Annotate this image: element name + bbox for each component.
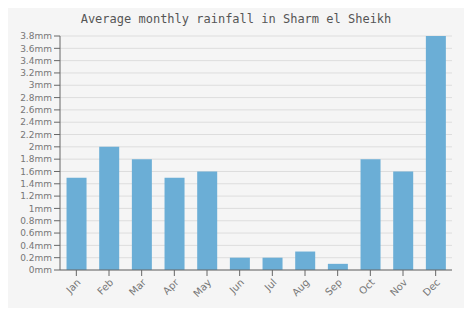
svg-text:Mar: Mar (127, 276, 149, 298)
svg-text:Nov: Nov (388, 277, 410, 299)
svg-text:0.4mm: 0.4mm (20, 241, 52, 251)
svg-text:3.8mm: 3.8mm (20, 31, 52, 41)
svg-text:2.4mm: 2.4mm (20, 117, 52, 127)
svg-text:Jun: Jun (227, 277, 247, 297)
svg-text:Sep: Sep (323, 277, 344, 298)
svg-text:Dec: Dec (421, 277, 442, 298)
svg-text:1.2mm: 1.2mm (20, 191, 52, 201)
svg-text:1.8mm: 1.8mm (20, 154, 52, 164)
html-text:Average monthly rainfall in Sh: Average monthly rainfall in Sharm el She… (80, 12, 392, 26)
svg-text:2.6mm: 2.6mm (20, 105, 52, 115)
svg-text:2mm: 2mm (29, 142, 52, 152)
svg-text:Feb: Feb (95, 277, 115, 297)
svg-text:3.2mm: 3.2mm (20, 68, 52, 78)
svg-text:1.6mm: 1.6mm (20, 167, 52, 177)
svg-text:3.4mm: 3.4mm (20, 56, 52, 66)
svg-text:Oct: Oct (357, 277, 377, 297)
svg-text:2.8mm: 2.8mm (20, 93, 52, 103)
svg-text:0.8mm: 0.8mm (20, 216, 52, 226)
svg-text:3mm: 3mm (29, 80, 52, 90)
svg-text:0mm: 0mm (29, 265, 52, 275)
svg-text:May: May (191, 277, 213, 299)
svg-text:Aug: Aug (290, 277, 312, 299)
svg-text:Jul: Jul (262, 277, 279, 294)
svg-text:0.2mm: 0.2mm (20, 253, 52, 263)
svg-text:1mm: 1mm (29, 204, 52, 214)
svg-text:0.6mm: 0.6mm (20, 228, 52, 238)
svg-text:2.2mm: 2.2mm (20, 130, 52, 140)
svg-text:Apr: Apr (161, 276, 182, 297)
svg-text:Jan: Jan (63, 277, 82, 296)
svg-text:1.4mm: 1.4mm (20, 179, 52, 189)
svg-text:3.6mm: 3.6mm (20, 44, 52, 54)
